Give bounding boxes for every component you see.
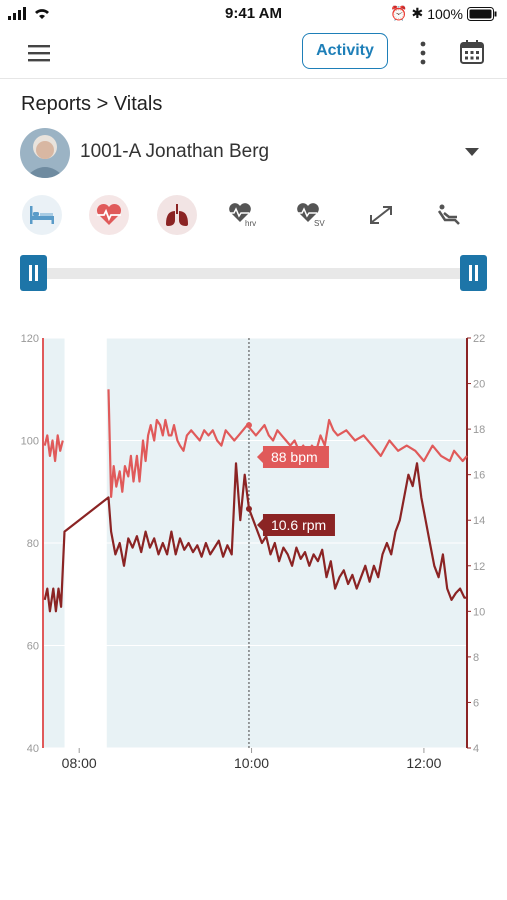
patient-name: 1001-A Jonathan Berg: [80, 141, 270, 162]
bed-icon[interactable]: [22, 195, 62, 235]
recliner-icon[interactable]: [429, 195, 469, 235]
respiration-line: [43, 462, 467, 613]
expand-icon[interactable]: [361, 195, 401, 235]
calendar-icon[interactable]: [458, 38, 486, 66]
y-left-tick-label: 60: [27, 641, 39, 653]
signal-wifi-icons: [8, 7, 60, 26]
respiration-label: 10.6 rpm: [271, 517, 326, 533]
y-left-tick-label: 40: [27, 743, 39, 755]
more-options-icon[interactable]: [414, 39, 432, 67]
vital-icon-row: hrv SV: [20, 195, 487, 237]
alarm-icon: ⏰: [390, 5, 408, 21]
x-tick-label: 08:00: [62, 755, 97, 770]
status-time: 9:41 AM: [225, 5, 282, 22]
y-right-tick-label: 22: [473, 333, 485, 345]
heart-rate-line: [43, 434, 64, 463]
x-tick-label: 12:00: [406, 755, 441, 770]
y-left-tick-label: 100: [21, 436, 39, 448]
status-bar: 9:41 AM ⏰ ✱ 100%: [0, 0, 507, 28]
dropdown-caret-icon: [465, 148, 479, 156]
y-right-tick-label: 18: [473, 424, 485, 436]
heart-rate-label: 88 bpm: [271, 449, 318, 465]
x-tick-label: 10:00: [234, 755, 269, 770]
top-nav: Activity: [0, 28, 507, 79]
y-right-tick-label: 4: [473, 743, 479, 755]
battery-percent: 100%: [427, 5, 463, 22]
battery-icon: [467, 6, 497, 21]
hrv-label: hrv: [245, 219, 256, 228]
y-right-tick-label: 10: [473, 606, 485, 618]
heart-rate-cursor-dot: [245, 422, 252, 429]
heart-rate-label-bg: [256, 446, 329, 468]
y-right-tick-label: 14: [473, 515, 485, 527]
bluetooth-icon: ✱: [411, 5, 424, 21]
y-left-tick-label: 80: [27, 538, 39, 550]
sv-label: SV: [314, 219, 325, 228]
y-right-tick-label: 12: [473, 561, 485, 573]
respiration-cursor-dot: [245, 505, 252, 512]
y-right-tick-label: 20: [473, 379, 485, 391]
respiration-label-bg: [256, 514, 335, 536]
slider-track[interactable]: [44, 268, 463, 279]
y-right-tick-label: 8: [473, 652, 479, 664]
slider-start-handle[interactable]: [20, 255, 47, 291]
heart-rate-line: [107, 389, 468, 498]
breadcrumb: Reports > Vitals: [21, 93, 163, 115]
patient-selector[interactable]: 1001-A Jonathan Berg: [20, 128, 487, 178]
time-range-slider[interactable]: [20, 255, 487, 291]
heart-rate-icon[interactable]: [89, 195, 129, 235]
activity-button[interactable]: Activity: [302, 33, 388, 69]
hamburger-menu-icon[interactable]: [26, 42, 52, 64]
y-right-tick-label: 6: [473, 697, 479, 709]
status-right: ⏰ ✱ 100%: [390, 5, 497, 22]
vitals-chart[interactable]: 120 100 80 60 40 22 20 18 16 14 12 10 8 6 4 08:00 10:00 1…: [0, 330, 507, 770]
hrv-icon[interactable]: hrv: [225, 195, 265, 235]
slider-end-handle[interactable]: [460, 255, 487, 291]
y-right-tick-label: 16: [473, 470, 485, 482]
stroke-volume-icon[interactable]: SV: [293, 195, 333, 235]
y-left-tick-label: 120: [21, 333, 39, 345]
lungs-icon[interactable]: [157, 195, 197, 235]
avatar: [20, 128, 70, 178]
